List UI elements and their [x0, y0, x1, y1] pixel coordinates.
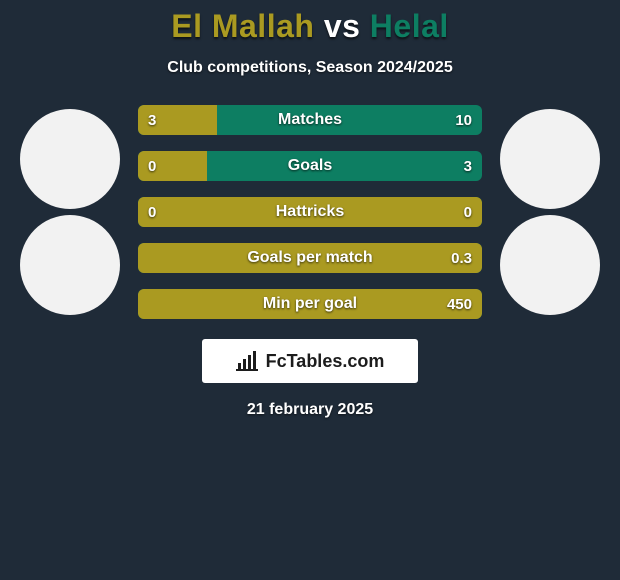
stat-bar-right-value: 3 [464, 151, 472, 181]
stat-bar: Matches310 [138, 105, 482, 135]
player1-photo-secondary [20, 215, 120, 315]
brand-badge: FcTables.com [202, 339, 418, 383]
comparison-canvas: El Mallah vs Helal Club competitions, Se… [0, 0, 620, 580]
stat-bar-left-fill [138, 151, 207, 181]
brand-text: FcTables.com [266, 351, 385, 372]
generated-date: 21 february 2025 [0, 401, 620, 419]
stat-bar: Goals per match0.3 [138, 243, 482, 273]
brand-chart-icon [236, 351, 260, 371]
stat-bar-right-value: 10 [455, 105, 472, 135]
right-photo-column [500, 109, 600, 315]
stat-bar-left-fill [138, 197, 482, 227]
left-photo-column [20, 109, 120, 315]
stat-bar: Goals03 [138, 151, 482, 181]
stat-bar-left-fill [138, 105, 217, 135]
comparison-row: Matches310 Goals03 Hattricks00 Goals per ma… [0, 105, 620, 319]
subtitle: Club competitions, Season 2024/2025 [0, 59, 620, 77]
player1-name: El Mallah [171, 8, 314, 44]
stat-bar: Min per goal450 [138, 289, 482, 319]
player2-name: Helal [370, 8, 449, 44]
stat-bar-left-fill [138, 289, 482, 319]
player1-photo [20, 109, 120, 209]
stat-bar: Hattricks00 [138, 197, 482, 227]
stat-bar-left-fill [138, 243, 482, 273]
stat-bars: Matches310 Goals03 Hattricks00 Goals per ma… [138, 105, 482, 319]
player2-photo-secondary [500, 215, 600, 315]
title-separator: vs [324, 8, 361, 44]
page-title: El Mallah vs Helal [0, 8, 620, 45]
player2-photo [500, 109, 600, 209]
